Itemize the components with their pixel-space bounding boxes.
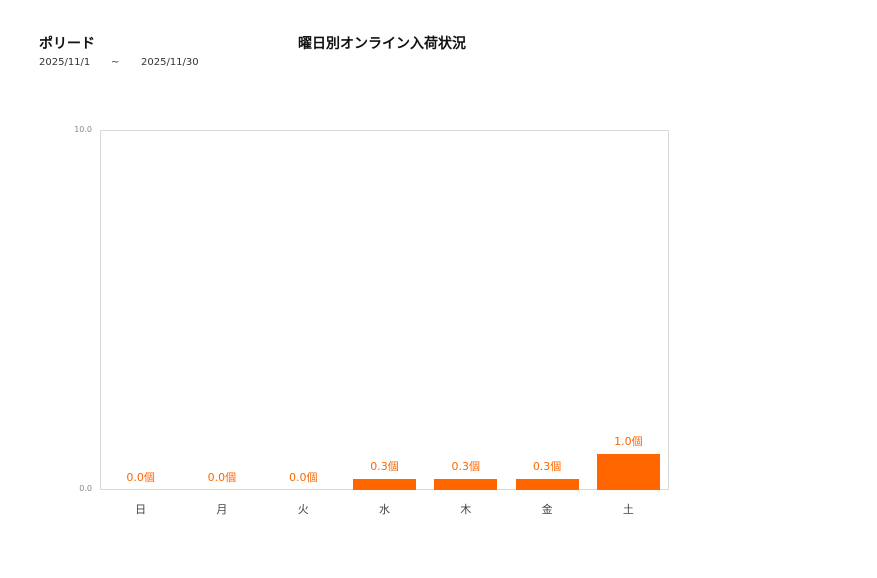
value-label: 0.3個 <box>451 460 481 473</box>
x-axis-label: 日 <box>135 503 147 516</box>
chart-title: 曜日別オンライン入荷状況 <box>298 36 466 52</box>
x-axis-label: 月 <box>216 503 228 516</box>
value-label: 0.3個 <box>370 460 399 473</box>
date-to: 2025/11/30 <box>141 57 199 68</box>
store-name: ポリード <box>39 36 95 52</box>
x-axis-label: 木 <box>460 503 472 516</box>
value-label: 0.0個 <box>126 471 155 484</box>
value-label: 0.0個 <box>207 471 237 484</box>
bar <box>434 479 498 490</box>
date-from: 2025/11/1 <box>39 57 91 68</box>
x-axis-label: 土 <box>622 503 634 516</box>
value-label: 0.0個 <box>288 471 318 484</box>
x-axis-label: 金 <box>541 503 553 516</box>
value-label: 0.3個 <box>532 460 562 473</box>
x-axis-label: 水 <box>379 503 390 516</box>
bar <box>596 454 660 490</box>
date-separator: ~ <box>111 57 120 68</box>
y-tick-min: 0.0 <box>79 484 92 493</box>
bar <box>353 479 416 490</box>
y-tick-max: 10.0 <box>74 125 92 134</box>
x-axis-label: 火 <box>297 503 309 516</box>
value-label: 1.0個 <box>614 435 643 448</box>
plot-area <box>100 130 669 490</box>
bar <box>515 479 579 490</box>
